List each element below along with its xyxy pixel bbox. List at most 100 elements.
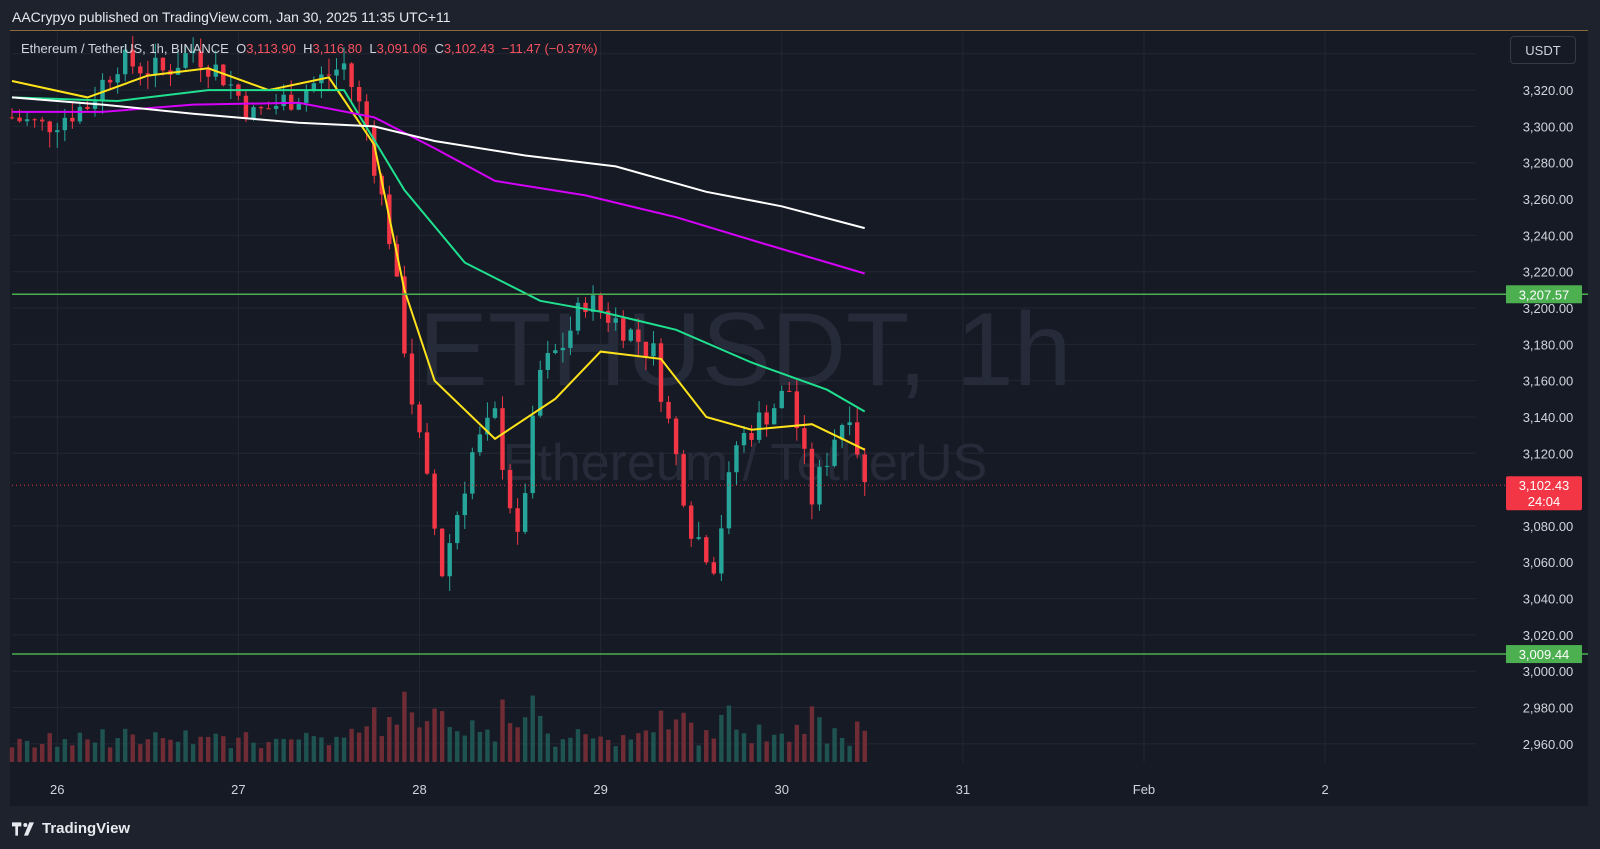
x-tick-label: 31 <box>956 782 970 797</box>
volume-bar <box>198 736 203 762</box>
volume-bar <box>741 733 747 762</box>
candle-body <box>228 84 234 86</box>
volume-bar <box>55 746 60 762</box>
candle-body <box>130 49 135 67</box>
volume-bar <box>568 737 573 762</box>
volume-bar <box>470 720 475 762</box>
volume-bar <box>590 738 596 762</box>
legend-high: 3,116.80 <box>312 41 363 56</box>
candle-body <box>145 73 151 75</box>
volume-bar <box>251 742 256 762</box>
candle-body <box>206 67 211 77</box>
volume-bar <box>560 739 566 762</box>
volume-bar <box>832 728 837 762</box>
candle-body <box>477 434 483 453</box>
volume-bar <box>673 719 679 762</box>
volume-bar <box>477 731 483 762</box>
candle-body <box>356 87 362 102</box>
volume-bar <box>409 712 415 762</box>
y-tick-label: 3,040.00 <box>1523 592 1574 607</box>
y-tick-label: 3,200.00 <box>1523 301 1574 316</box>
candle-body <box>538 369 543 416</box>
volume-bar <box>854 721 860 762</box>
candle-body <box>787 390 792 392</box>
volume-bar <box>462 735 467 762</box>
candle-body <box>553 350 558 354</box>
legend-change: −11.47 (−0.37%) <box>501 41 598 56</box>
volume-bar <box>847 745 852 762</box>
tradingview-logo[interactable]: TradingView <box>12 820 130 837</box>
candle-body <box>673 418 679 455</box>
candle-body <box>32 119 37 121</box>
candle-body <box>334 69 339 76</box>
volume-bar <box>115 738 120 762</box>
candle-body <box>183 53 188 68</box>
y-tick-label: 3,320.00 <box>1523 83 1574 98</box>
volume-bar <box>190 744 196 762</box>
x-tick-label: 28 <box>412 782 426 797</box>
volume-bar <box>70 745 75 762</box>
volume-bar <box>417 727 422 762</box>
volume-bar <box>175 741 181 762</box>
volume-bar <box>643 730 649 762</box>
candle-body <box>258 107 264 109</box>
ema-line-3 <box>11 96 865 230</box>
candle-body <box>862 454 867 483</box>
volume-bar <box>522 717 528 762</box>
candle-body <box>507 469 513 509</box>
x-tick-label: 2 <box>1321 782 1328 797</box>
candle-body <box>447 543 452 577</box>
candle-body <box>839 424 845 440</box>
legend-low-label: L <box>369 41 377 56</box>
volume-bar <box>424 721 430 762</box>
volume-bar <box>809 706 815 762</box>
candle-body <box>364 101 369 127</box>
x-tick-label: 26 <box>50 782 64 797</box>
candle-body <box>741 432 747 446</box>
volume-bar <box>62 739 68 762</box>
volume-bar <box>651 732 656 762</box>
candle-body <box>273 106 279 109</box>
candle-body <box>545 353 550 370</box>
volume-bar <box>289 739 294 762</box>
volume-bar <box>100 729 105 762</box>
candle-body <box>802 428 807 449</box>
volume-bar <box>387 716 392 762</box>
candle-body <box>832 439 837 466</box>
legend-close-label: C <box>434 41 444 56</box>
legend-open-label: O <box>236 41 247 56</box>
candle-body <box>628 329 634 341</box>
volume-bar <box>613 746 618 762</box>
volume-bar <box>688 722 694 762</box>
volume-bar <box>334 736 339 762</box>
volume-bar <box>394 724 400 762</box>
volume-bar <box>258 748 264 762</box>
candle-body <box>530 415 535 494</box>
legend-open: 3,113.90 <box>246 41 296 56</box>
legend-low: 3,091.06 <box>376 41 428 56</box>
candle-body <box>621 318 626 341</box>
candle-body <box>719 528 724 574</box>
y-tick-label: 3,220.00 <box>1523 265 1574 280</box>
candle-body <box>470 452 475 494</box>
volume-bar <box>243 732 249 762</box>
footer-bar <box>0 806 1600 849</box>
candle-body <box>39 119 45 122</box>
volume-bar <box>160 738 166 762</box>
candle-body <box>243 95 249 119</box>
candle-body <box>711 562 717 574</box>
y-tick-label: 3,000.00 <box>1523 664 1574 679</box>
x-tick-label: Feb <box>1133 782 1155 797</box>
volume-bar <box>432 708 437 762</box>
level-label-bg-1 <box>1506 645 1582 664</box>
x-tick-label: 27 <box>231 782 245 797</box>
candle-body <box>651 343 656 357</box>
volume-bar <box>553 746 558 762</box>
currency-button[interactable]: USDT <box>1510 36 1576 64</box>
candle-body <box>24 119 30 122</box>
candle-body <box>9 117 15 119</box>
volume-bar <box>236 737 241 762</box>
candle-body <box>138 66 143 74</box>
volume-bar <box>802 734 807 762</box>
